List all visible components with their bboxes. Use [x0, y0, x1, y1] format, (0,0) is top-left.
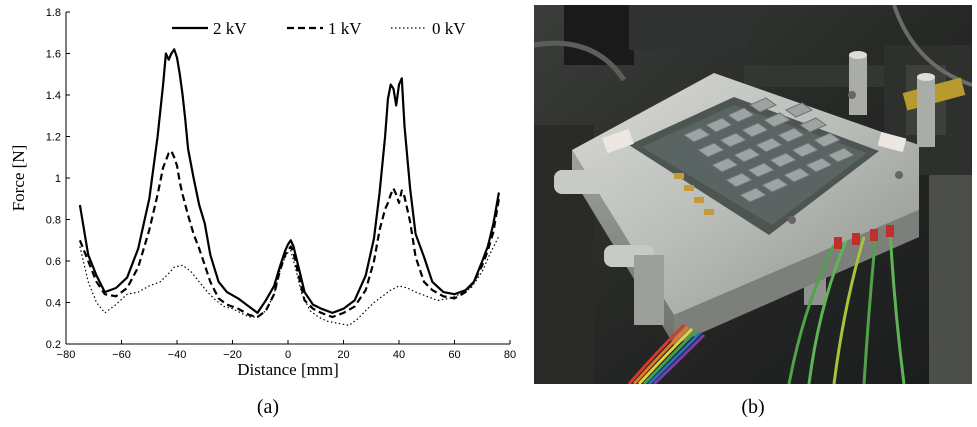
legend-label: 0 kV — [432, 19, 466, 38]
y-axis-title: Force [N] — [9, 145, 28, 212]
x-tick-label: −20 — [223, 349, 242, 361]
x-axis-title: Distance [mm] — [237, 360, 339, 379]
x-tick-label: −80 — [57, 349, 76, 361]
y-tick-label: 0.4 — [46, 298, 61, 310]
legend-label: 1 kV — [328, 19, 362, 38]
force-distance-chart: −80 −60 −40 −20 0 20 40 60 80 0.2 0.4 0.6 0.8 1 1.2 1.4… — [9, 7, 516, 379]
series-line-2-kv — [78, 48, 500, 314]
x-tick-label: −60 — [112, 349, 131, 361]
actuator-photo — [534, 5, 972, 384]
y-tick-label: 1.8 — [46, 7, 61, 19]
y-tick-label: 1 — [55, 173, 61, 185]
y-tick-label: 1.2 — [46, 132, 61, 144]
x-tick-label: 0 — [285, 349, 291, 361]
actuator-array-photo-icon — [534, 5, 972, 384]
caption-left: (a) — [256, 396, 280, 418]
x-tick-label: −40 — [168, 349, 187, 361]
legend-label: 2 kV — [213, 19, 247, 38]
y-tick-label: 0.2 — [46, 339, 61, 351]
y-tick-label: 1.6 — [46, 49, 61, 61]
y-tick-label: 0.8 — [46, 215, 61, 227]
x-tick-label: 60 — [448, 349, 460, 361]
y-tick-label: 0.6 — [46, 256, 61, 268]
series-line-1-kv — [78, 149, 500, 319]
x-tick-label: 40 — [393, 349, 405, 361]
x-tick-label: 20 — [337, 349, 349, 361]
y-tick-label: 1.4 — [46, 90, 61, 102]
x-tick-label: 80 — [504, 349, 516, 361]
plot-area: −80 −60 −40 −20 0 20 40 60 80 0.2 0.4 0.6 0.8 1 1.2 1.4… — [9, 7, 516, 379]
caption-right: (b) — [741, 396, 765, 418]
